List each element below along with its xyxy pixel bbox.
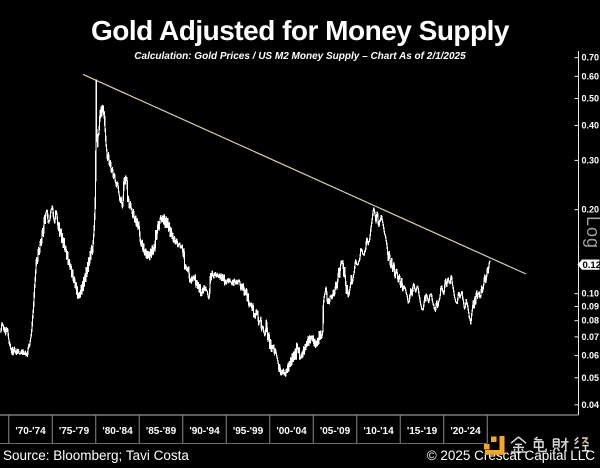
svg-text:0.07: 0.07 — [582, 332, 600, 342]
svg-text:0.12: 0.12 — [583, 260, 600, 271]
svg-text:0.04: 0.04 — [582, 400, 600, 410]
svg-text:'85-'89: '85-'89 — [146, 426, 177, 437]
svg-text:0.60: 0.60 — [582, 71, 600, 81]
svg-text:0.20: 0.20 — [582, 205, 600, 215]
svg-text:'75-'79: '75-'79 — [59, 426, 90, 437]
svg-text:0.70: 0.70 — [582, 53, 600, 63]
svg-text:0.10: 0.10 — [582, 289, 600, 299]
svg-text:0.30: 0.30 — [582, 155, 600, 165]
svg-text:'80-'84: '80-'84 — [102, 426, 133, 437]
svg-text:0.05: 0.05 — [582, 373, 600, 383]
svg-text:'15-'19: '15-'19 — [407, 426, 438, 437]
svg-text:0.09: 0.09 — [582, 302, 600, 312]
svg-text:0.50: 0.50 — [582, 94, 600, 104]
svg-text:'95-'99: '95-'99 — [233, 426, 264, 437]
svg-text:'05-'09: '05-'09 — [320, 426, 351, 437]
svg-text:0.08: 0.08 — [582, 316, 600, 326]
svg-text:'00-'04: '00-'04 — [276, 426, 307, 437]
svg-text:0.40: 0.40 — [582, 121, 600, 131]
svg-text:'70-'74: '70-'74 — [15, 426, 46, 437]
svg-text:'90-'94: '90-'94 — [189, 426, 220, 437]
svg-text:'20-'24: '20-'24 — [450, 426, 481, 437]
svg-text:'10-'14: '10-'14 — [363, 426, 394, 437]
svg-text:0.06: 0.06 — [582, 351, 600, 361]
